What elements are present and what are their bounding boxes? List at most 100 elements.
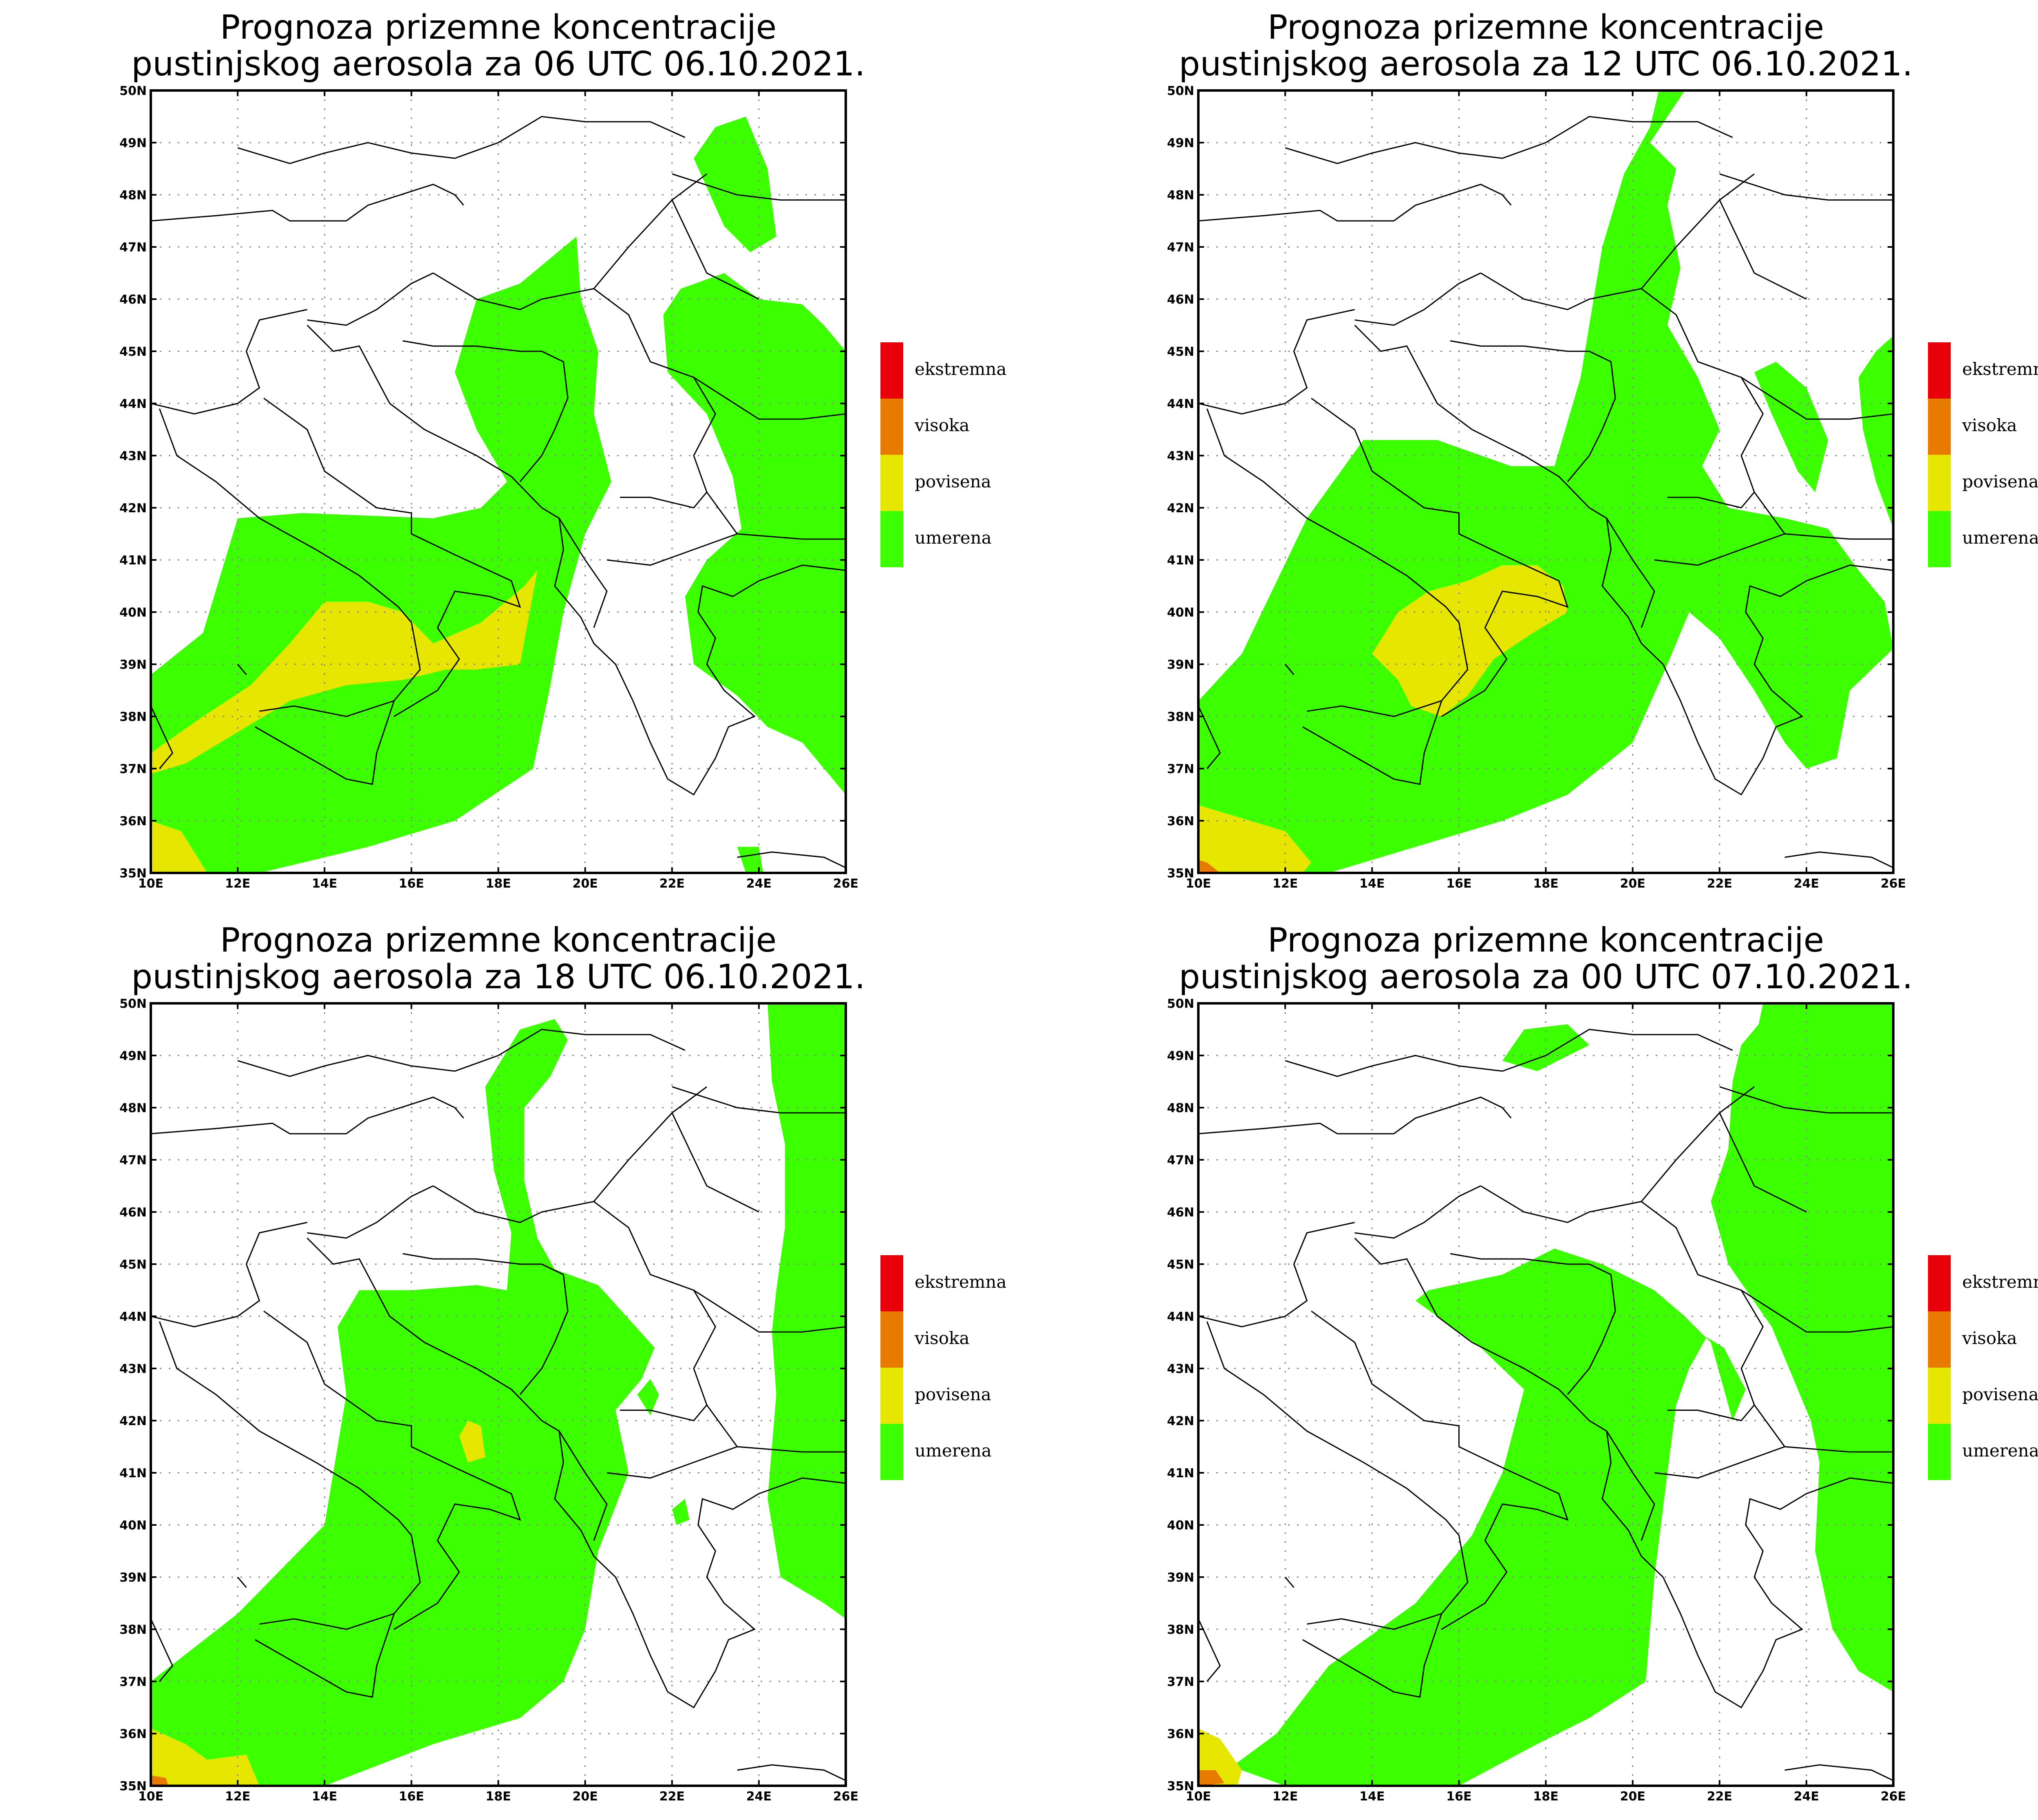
lat-tick-label: 42N: [1167, 1414, 1194, 1428]
country-border: [1450, 340, 1590, 352]
country-border: [1354, 1185, 1481, 1239]
aerosol-region-umerena: [1198, 90, 1893, 873]
country-border: [402, 1253, 542, 1265]
legend-swatch-povisena: [1928, 455, 1951, 511]
country-border: [1784, 851, 1893, 868]
lon-tick-label: 10E: [138, 1789, 163, 1804]
country-border: [1654, 1446, 1785, 1479]
aerosol-region-visoka: [1198, 1770, 1224, 1786]
country-border: [432, 173, 707, 311]
lat-tick-label: 38N: [119, 710, 147, 724]
country-border: [1654, 533, 1785, 566]
lat-tick-label: 49N: [119, 136, 147, 150]
country-border: [1450, 1253, 1590, 1265]
country-border: [671, 1113, 759, 1213]
map-area: [151, 1003, 846, 1786]
legend-label-umerena: umerena: [915, 528, 992, 548]
country-border: [706, 1404, 846, 1453]
lat-tick-label: 46N: [119, 293, 147, 307]
aerosol-region-umerena: [1754, 361, 1828, 492]
map-area: [1198, 1003, 1893, 1786]
country-border: [1285, 1029, 1733, 1077]
country-border: [1284, 664, 1295, 675]
lat-tick-label: 41N: [119, 553, 147, 568]
country-border: [706, 491, 846, 540]
aerosol-region-umerena: [768, 1003, 846, 1619]
legend-swatch-ekstremna: [880, 342, 903, 399]
country-border: [1719, 1086, 1893, 1114]
lat-tick-label: 44N: [1167, 1310, 1194, 1324]
aerosol-region-povisena: [1372, 565, 1568, 716]
legend-swatch-ekstremna: [880, 1255, 903, 1311]
country-border: [237, 664, 247, 675]
lon-tick-label: 14E: [1359, 877, 1385, 891]
country-border: [737, 1764, 846, 1781]
map-panel: Prognoza prizemne koncentracijepustinjsk…: [119, 8, 1006, 891]
country-border: [1784, 1764, 1893, 1781]
panel-title-line1: Prognoza prizemne koncentracije: [1268, 8, 1824, 47]
aerosol-region-umerena: [737, 847, 763, 873]
panel-title-line1: Prognoza prizemne koncentracije: [220, 8, 776, 47]
lat-tick-label: 36N: [1167, 814, 1194, 828]
lat-tick-label: 39N: [119, 658, 147, 672]
aerosol-region-visoka: [151, 1775, 168, 1786]
country-border: [1606, 518, 1655, 628]
country-border: [1741, 1289, 1893, 1333]
country-border: [671, 200, 759, 300]
lat-tick-label: 36N: [119, 814, 147, 828]
legend-swatch-ekstremna: [1928, 1255, 1951, 1311]
aerosol-region-povisena: [151, 1728, 260, 1786]
lon-tick-label: 26E: [1881, 1789, 1906, 1804]
country-border: [159, 1321, 421, 1614]
panel-title-line2: pustinjskog aerosola za 18 UTC 06.10.202…: [131, 958, 865, 996]
lon-tick-label: 12E: [225, 877, 250, 891]
country-border: [151, 1096, 464, 1135]
country-border: [593, 1201, 717, 1421]
lat-tick-label: 42N: [1167, 501, 1194, 516]
country-border: [1354, 272, 1481, 326]
lon-tick-label: 20E: [573, 1789, 598, 1804]
country-border: [1567, 350, 1616, 482]
aerosol-region-umerena: [1858, 335, 1893, 529]
lon-tick-label: 16E: [399, 1789, 424, 1804]
country-border: [307, 1185, 434, 1239]
aerosol-region-povisena: [151, 570, 538, 774]
lat-tick-label: 35N: [1167, 866, 1194, 881]
lat-tick-label: 43N: [119, 449, 147, 463]
country-border: [558, 1430, 608, 1541]
country-border: [307, 1237, 846, 1709]
lat-tick-label: 50N: [119, 84, 147, 98]
country-border: [1719, 1113, 1807, 1213]
lat-tick-label: 46N: [1167, 1205, 1194, 1220]
legend-label-umerena: umerena: [1962, 528, 2038, 548]
country-border: [307, 324, 846, 796]
country-border: [159, 408, 421, 701]
lon-tick-label: 14E: [312, 877, 337, 891]
lat-tick-label: 47N: [1167, 240, 1194, 255]
lat-tick-label: 48N: [1167, 1101, 1194, 1115]
country-border: [672, 173, 846, 201]
country-border: [1198, 183, 1512, 222]
lat-tick-label: 48N: [1167, 188, 1194, 203]
lat-tick-label: 42N: [119, 1414, 147, 1428]
country-border: [432, 1086, 707, 1223]
lat-tick-label: 41N: [119, 1466, 147, 1481]
lon-tick-label: 18E: [1533, 1789, 1558, 1804]
panel-title-line2: pustinjskog aerosola za 12 UTC 06.10.202…: [1179, 45, 1913, 84]
country-border: [151, 705, 174, 769]
lat-tick-label: 49N: [1167, 1049, 1194, 1063]
lon-tick-label: 16E: [399, 877, 424, 891]
country-border: [1302, 1613, 1443, 1698]
lat-tick-label: 43N: [119, 1362, 147, 1376]
legend-label-povisena: povisena: [915, 472, 991, 491]
legend-label-povisena: povisena: [1962, 1384, 2038, 1404]
lon-tick-label: 26E: [833, 877, 858, 891]
country-border: [1641, 288, 1764, 509]
lat-tick-label: 39N: [1167, 658, 1194, 672]
legend-swatch-umerena: [880, 511, 903, 567]
country-border: [1198, 1222, 1355, 1328]
country-border: [1719, 173, 1893, 201]
concentration-legend: ekstremna visoka povisena umerena: [880, 342, 1007, 567]
map-panel: Prognoza prizemne koncentracijepustinjsk…: [1167, 8, 2038, 891]
country-border: [151, 1222, 307, 1328]
